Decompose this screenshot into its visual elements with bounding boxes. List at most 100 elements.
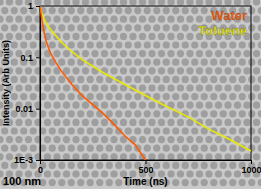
tem-particle	[258, 110, 261, 117]
tem-particle	[63, 136, 70, 143]
tem-particle	[210, 110, 217, 117]
tem-particle	[15, 136, 22, 143]
tem-particle	[196, 136, 203, 143]
tem-particle	[110, 16, 117, 23]
tem-particle	[153, 76, 160, 83]
tem-particle	[153, 93, 160, 100]
tem-particle	[58, 110, 65, 117]
tem-particle	[210, 59, 217, 66]
tem-particle	[101, 153, 108, 160]
tem-particle	[53, 84, 60, 91]
tem-particle	[96, 7, 103, 14]
tem-particle	[234, 153, 241, 160]
tem-particle	[1, 24, 8, 31]
tem-particle	[77, 179, 84, 186]
tem-particle	[68, 145, 75, 152]
tem-particle	[220, 76, 227, 83]
tem-particle	[172, 93, 179, 100]
tem-particle	[167, 33, 174, 40]
tem-particle	[53, 16, 60, 23]
tem-particle	[243, 153, 250, 160]
tem-particle	[243, 102, 250, 109]
tem-particle	[167, 50, 174, 57]
tem-particle	[129, 102, 136, 109]
tem-particle	[248, 76, 255, 83]
tem-particle	[91, 153, 98, 160]
tem-particle	[239, 93, 246, 100]
tem-particle	[115, 93, 122, 100]
tem-particle	[201, 110, 208, 117]
tem-particle	[163, 76, 170, 83]
tem-particle	[196, 153, 203, 160]
tem-particle	[248, 93, 255, 100]
tem-particle	[96, 59, 103, 66]
tem-particle	[224, 0, 231, 6]
tem-particle	[20, 76, 27, 83]
tem-particle	[220, 162, 227, 169]
tem-particle	[110, 67, 117, 74]
tem-particle	[44, 102, 51, 109]
tem-particle	[210, 41, 217, 48]
tem-particle	[115, 162, 122, 169]
tem-particle	[229, 145, 236, 152]
tem-particle	[101, 0, 108, 6]
tem-particle	[239, 127, 246, 134]
tem-particle	[125, 76, 132, 83]
tem-particle	[191, 162, 198, 169]
background	[0, 0, 261, 189]
tem-particle	[220, 110, 227, 117]
tem-particle	[172, 7, 179, 14]
tem-particle	[134, 110, 141, 117]
tem-particle	[172, 179, 179, 186]
tem-particle	[186, 136, 193, 143]
tem-particle	[11, 93, 18, 100]
tem-particle	[229, 41, 236, 48]
tem-particle	[144, 41, 151, 48]
tem-particle	[106, 93, 113, 100]
tem-particle	[163, 145, 170, 152]
tem-particle	[115, 59, 122, 66]
tem-particle	[248, 41, 255, 48]
tem-particle	[215, 102, 222, 109]
tem-particle	[125, 7, 132, 14]
tem-particle	[96, 162, 103, 169]
tem-particle	[58, 24, 65, 31]
tem-particle	[139, 119, 146, 126]
tem-particle	[11, 76, 18, 83]
tem-particle	[106, 127, 113, 134]
tem-particle	[139, 0, 146, 6]
tem-particle	[172, 162, 179, 169]
tem-particle	[87, 76, 94, 83]
tem-particle	[25, 84, 32, 91]
x-axis: 05001000	[38, 160, 261, 175]
tem-particle	[234, 119, 241, 126]
tick-label: 0.1	[20, 53, 33, 63]
tem-particle	[101, 136, 108, 143]
tem-particle	[182, 7, 189, 14]
tem-particle	[196, 50, 203, 57]
tem-particle	[186, 153, 193, 160]
tick: 1000	[241, 160, 261, 175]
tem-particle	[1, 162, 8, 169]
tem-particle	[210, 162, 217, 169]
tem-particle	[224, 67, 231, 74]
tem-particle	[191, 93, 198, 100]
tem-particle	[201, 93, 208, 100]
tem-particle	[72, 119, 79, 126]
tem-particle	[129, 16, 136, 23]
tem-particle	[177, 0, 184, 6]
legend-entry: Water	[211, 8, 247, 23]
tem-particle	[106, 41, 113, 48]
tem-particle	[205, 84, 212, 91]
tem-particle	[72, 16, 79, 23]
tem-particle	[172, 127, 179, 134]
tem-particle	[182, 127, 189, 134]
tem-particle	[248, 59, 255, 66]
tem-particle	[120, 67, 127, 74]
tem-particle	[77, 162, 84, 169]
tem-particle	[167, 16, 174, 23]
tem-particle	[110, 153, 117, 160]
tem-particle	[77, 127, 84, 134]
tem-particle	[49, 162, 56, 169]
tick-label: 1E-3	[14, 155, 33, 165]
